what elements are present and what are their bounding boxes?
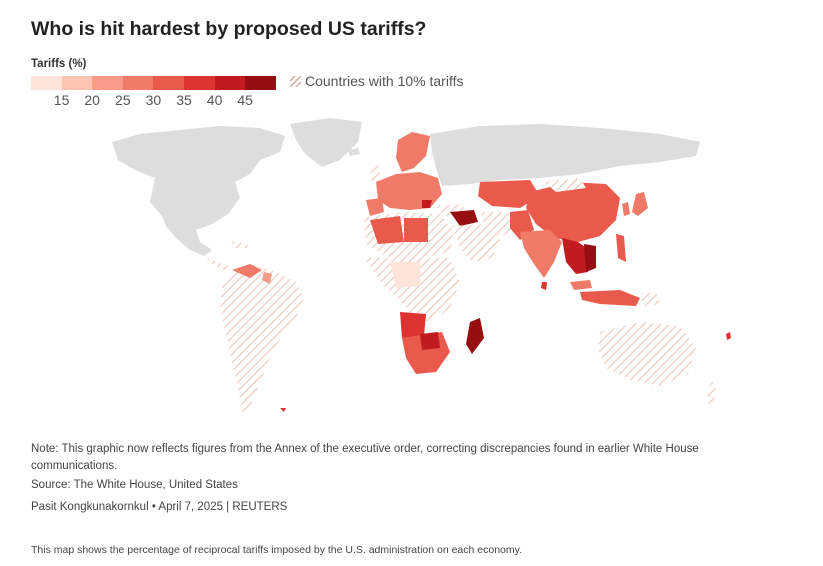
legend-title: Tariffs (%) (31, 58, 87, 70)
kazakhstan (478, 180, 540, 208)
greenland (290, 118, 362, 167)
norway-sweden-finland (396, 132, 430, 172)
iberia (366, 198, 384, 216)
legend-tick: 30 (145, 92, 162, 108)
legend-swatch (92, 76, 123, 90)
legend-swatch (183, 76, 215, 90)
madagascar (466, 318, 484, 354)
legend-swatch (153, 76, 184, 90)
australia (598, 322, 696, 386)
legend-tick: 35 (176, 92, 192, 108)
europe-main (376, 172, 442, 210)
caption-text: This map shows the percentage of recipro… (31, 544, 523, 556)
canada-alaska (112, 126, 285, 184)
new-zealand (706, 382, 716, 404)
iran (480, 212, 514, 238)
japan (632, 192, 648, 216)
legend-tick: 20 (84, 92, 100, 108)
legend-tick: 40 (206, 92, 223, 108)
legend-swatch (122, 76, 154, 90)
hatch-legend-label: Countries with 10% tariffs (305, 73, 464, 89)
malaysia (570, 280, 592, 290)
africa-center (364, 258, 460, 322)
legend-swatch (31, 76, 62, 90)
pacific-islands (726, 332, 731, 340)
legend-swatch (61, 76, 93, 90)
korea (622, 202, 630, 216)
sri-lanka (541, 282, 547, 290)
china (526, 182, 620, 242)
guyana (262, 272, 272, 284)
central-america (204, 256, 232, 272)
south-america (220, 264, 304, 412)
mongolia (544, 178, 586, 192)
russia (430, 124, 700, 186)
source-text: Source: The White House, United States (31, 479, 238, 491)
uk (370, 164, 380, 182)
world-map (112, 118, 731, 412)
falklands (280, 408, 286, 412)
papua (640, 292, 660, 306)
caribbean (228, 240, 252, 248)
legend-tick: 45 (237, 92, 253, 108)
venezuela (232, 264, 262, 278)
syria-iraq (450, 210, 478, 226)
legend-tick: 15 (53, 92, 70, 108)
note-text: Note: This graphic now reflects figures … (31, 443, 699, 472)
iceland (348, 148, 360, 156)
libya (404, 218, 428, 242)
algeria (370, 216, 404, 244)
botswana-zimbabwe (420, 332, 440, 350)
legend-swatch (245, 76, 276, 90)
hatch-swatch-icon (290, 75, 301, 87)
vietnam-cambodia (584, 244, 596, 272)
legend-swatch (214, 76, 246, 90)
byline-text: Pasit Kongkunakornkul • April 7, 2025 | … (31, 501, 288, 513)
angola (400, 312, 426, 338)
page-title: Who is hit hardest by proposed US tariff… (31, 18, 427, 40)
serbia-balkans (422, 200, 432, 208)
legend-swatches (31, 76, 276, 90)
legend-ticks: 15 20 25 30 35 40 45 (31, 92, 278, 108)
indonesia (580, 290, 640, 306)
mexico (162, 216, 212, 256)
india (520, 230, 562, 278)
taiwan-philippines (616, 234, 626, 262)
hatch-legend: Countries with 10% tariffs (290, 73, 463, 89)
usa (150, 178, 240, 230)
nigeria-chad (390, 262, 420, 288)
arabia (452, 224, 500, 262)
legend-tick: 25 (115, 92, 131, 108)
